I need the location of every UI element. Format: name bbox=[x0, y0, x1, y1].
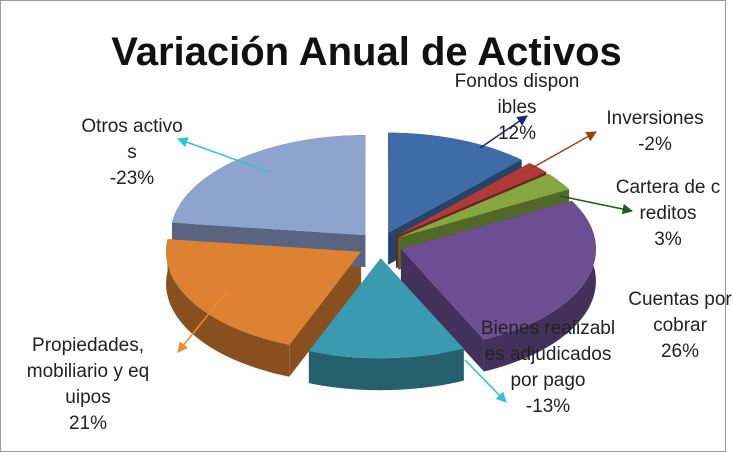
category-label: Inversiones bbox=[606, 108, 704, 129]
slice-side bbox=[400, 249, 484, 372]
slice bbox=[388, 132, 522, 233]
slice bbox=[398, 173, 570, 238]
category-label: Bienes realizables adjudicados por pago bbox=[480, 318, 616, 391]
value-label: -13% bbox=[525, 396, 571, 417]
value-label: 3% bbox=[654, 229, 682, 250]
leader-arrow bbox=[479, 115, 528, 149]
slice bbox=[396, 163, 547, 236]
category-label: Fondos disponibles bbox=[454, 71, 580, 118]
slice-label: Cartera de creditos 3% bbox=[613, 175, 723, 253]
slice bbox=[400, 200, 596, 340]
slice-label: Inversiones -2% bbox=[590, 106, 720, 158]
leader-arrow bbox=[177, 137, 271, 173]
slice bbox=[166, 239, 362, 345]
slice-label: Cuentas por cobrar 26% bbox=[625, 287, 733, 365]
value-label: 26% bbox=[660, 341, 700, 362]
leader-arrow bbox=[464, 359, 507, 403]
slice-label: Otros activos -23% bbox=[77, 114, 187, 192]
slice-side bbox=[483, 200, 596, 372]
value-label: -23% bbox=[109, 168, 155, 189]
chart-title: Variación Anual de Activos bbox=[111, 30, 622, 74]
slice-label: Bienes realizables adjudicados por pago -… bbox=[478, 316, 618, 420]
slice-label: Propiedades, mobiliario y equipos 21% bbox=[26, 333, 151, 437]
value-label: -2% bbox=[638, 134, 672, 155]
value-label: 12% bbox=[497, 123, 537, 144]
category-label: Propiedades, mobiliario y equipos bbox=[26, 335, 150, 408]
leader-arrow bbox=[559, 195, 634, 215]
slice-side bbox=[289, 251, 362, 377]
category-label: Cartera de creditos bbox=[615, 177, 721, 224]
slice-side bbox=[166, 239, 290, 377]
leader-arrow bbox=[177, 289, 229, 353]
category-label: Otros activos bbox=[81, 116, 183, 163]
slice-side bbox=[308, 348, 464, 391]
leader-arrow bbox=[524, 131, 597, 173]
slice bbox=[308, 258, 464, 359]
slice-label: Fondos disponibles 12% bbox=[455, 69, 580, 147]
slice-tops bbox=[166, 132, 596, 359]
category-label: Cuentas por cobrar bbox=[628, 289, 732, 336]
slice bbox=[171, 135, 366, 236]
arrows bbox=[177, 115, 634, 403]
value-label: 21% bbox=[68, 413, 108, 434]
